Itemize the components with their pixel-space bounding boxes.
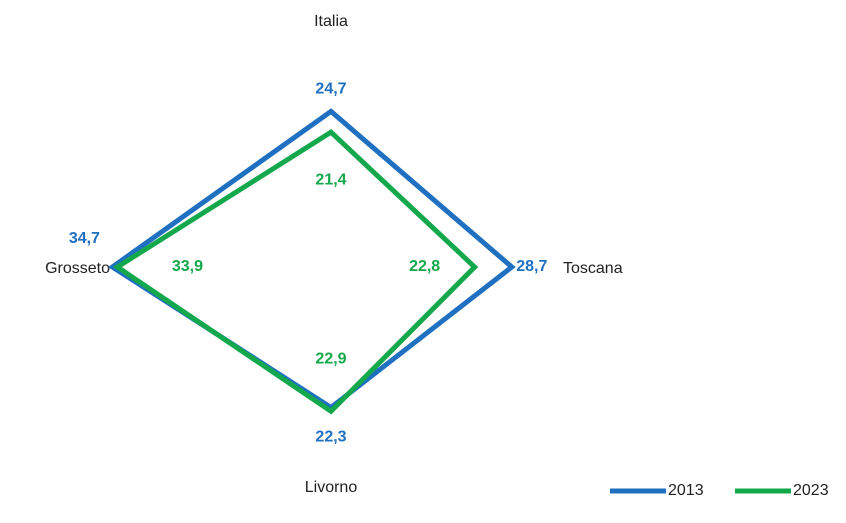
legend-label: 2023 xyxy=(793,482,829,499)
value-label: 33,9 xyxy=(172,258,203,275)
category-label: Toscana xyxy=(563,260,623,277)
category-label: Italia xyxy=(314,13,348,30)
legend-label: 2013 xyxy=(668,482,704,499)
series-line xyxy=(107,108,516,411)
value-label: 22,3 xyxy=(315,429,346,446)
series-line xyxy=(112,129,479,415)
category-label: Livorno xyxy=(305,479,358,496)
value-label: 28,7 xyxy=(516,258,547,275)
value-label: 22,8 xyxy=(409,258,440,275)
value-label: 22,9 xyxy=(315,350,346,367)
value-label: 21,4 xyxy=(315,171,346,188)
value-label: 24,7 xyxy=(315,81,346,98)
value-label: 34,7 xyxy=(69,230,100,247)
category-label: Grosseto xyxy=(45,260,110,277)
